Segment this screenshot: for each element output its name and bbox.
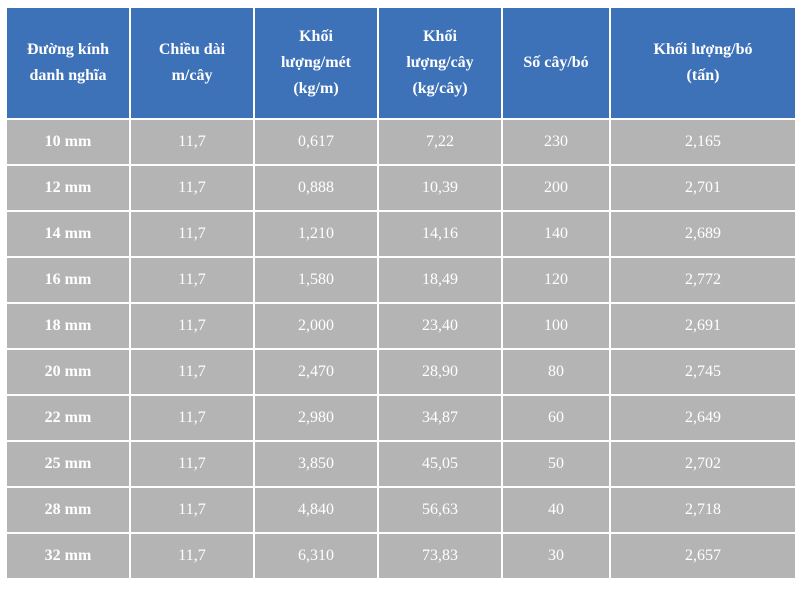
table-row: 14 mm 11,7 1,210 14,16 140 2,689 xyxy=(7,212,795,256)
cell-weight-per-meter: 3,850 xyxy=(255,442,377,486)
cell-weight-per-meter: 6,310 xyxy=(255,534,377,578)
cell-bars-per-bundle: 50 xyxy=(503,442,609,486)
header-weight-per-meter: Khối lượng/mét (kg/m) xyxy=(255,8,377,118)
cell-diameter: 10 mm xyxy=(7,120,129,164)
cell-weight-per-meter: 2,470 xyxy=(255,350,377,394)
header-line: (tấn) xyxy=(686,67,720,84)
cell-weight-per-bar: 73,83 xyxy=(379,534,501,578)
cell-weight-per-meter: 0,617 xyxy=(255,120,377,164)
cell-diameter: 16 mm xyxy=(7,258,129,302)
cell-weight-per-bar: 34,87 xyxy=(379,396,501,440)
cell-length: 11,7 xyxy=(131,488,253,532)
cell-diameter: 14 mm xyxy=(7,212,129,256)
header-line: (kg/m) xyxy=(293,80,339,97)
cell-weight-per-meter: 4,840 xyxy=(255,488,377,532)
cell-bars-per-bundle: 140 xyxy=(503,212,609,256)
cell-bars-per-bundle: 200 xyxy=(503,166,609,210)
table-row: 18 mm 11,7 2,000 23,40 100 2,691 xyxy=(7,304,795,348)
cell-weight-per-bar: 56,63 xyxy=(379,488,501,532)
header-line: Khối xyxy=(299,28,333,45)
cell-length: 11,7 xyxy=(131,396,253,440)
cell-weight-per-bar: 28,90 xyxy=(379,350,501,394)
cell-weight-per-meter: 1,580 xyxy=(255,258,377,302)
cell-weight-per-bar: 10,39 xyxy=(379,166,501,210)
cell-diameter: 22 mm xyxy=(7,396,129,440)
cell-weight-per-bar: 23,40 xyxy=(379,304,501,348)
table-row: 32 mm 11,7 6,310 73,83 30 2,657 xyxy=(7,534,795,578)
header-length: Chiều dài m/cây xyxy=(131,8,253,118)
table-body: 10 mm 11,7 0,617 7,22 230 2,165 12 mm 11,7 0,888… xyxy=(7,120,795,578)
cell-length: 11,7 xyxy=(131,442,253,486)
header-line: lượng/mét xyxy=(280,54,351,71)
cell-length: 11,7 xyxy=(131,212,253,256)
cell-weight-per-bundle: 2,718 xyxy=(611,488,795,532)
header-line: (kg/cây) xyxy=(412,80,468,97)
cell-bars-per-bundle: 230 xyxy=(503,120,609,164)
header-line: Khối lượng/bó xyxy=(653,41,753,58)
header-line: Chiều dài xyxy=(158,41,226,58)
cell-weight-per-meter: 0,888 xyxy=(255,166,377,210)
header-bars-per-bundle: Số cây/bó xyxy=(503,8,609,118)
cell-length: 11,7 xyxy=(131,258,253,302)
table-row: 16 mm 11,7 1,580 18,49 120 2,772 xyxy=(7,258,795,302)
table-row: 20 mm 11,7 2,470 28,90 80 2,745 xyxy=(7,350,795,394)
header-line: Số cây/bó xyxy=(523,54,589,71)
header-line: Đường kính xyxy=(26,41,110,58)
header-weight-per-bundle: Khối lượng/bó (tấn) xyxy=(611,8,795,118)
cell-diameter: 20 mm xyxy=(7,350,129,394)
cell-weight-per-bar: 7,22 xyxy=(379,120,501,164)
cell-weight-per-bundle: 2,689 xyxy=(611,212,795,256)
cell-weight-per-bar: 45,05 xyxy=(379,442,501,486)
table-row: 12 mm 11,7 0,888 10,39 200 2,701 xyxy=(7,166,795,210)
cell-weight-per-bundle: 2,772 xyxy=(611,258,795,302)
cell-weight-per-meter: 2,000 xyxy=(255,304,377,348)
cell-bars-per-bundle: 100 xyxy=(503,304,609,348)
cell-diameter: 18 mm xyxy=(7,304,129,348)
cell-bars-per-bundle: 30 xyxy=(503,534,609,578)
header-line: m/cây xyxy=(171,67,213,84)
steel-weight-table: Đường kính danh nghĩa Chiều dài m/cây Kh… xyxy=(5,6,797,580)
cell-length: 11,7 xyxy=(131,534,253,578)
table-row: 25 mm 11,7 3,850 45,05 50 2,702 xyxy=(7,442,795,486)
cell-weight-per-bundle: 2,701 xyxy=(611,166,795,210)
cell-length: 11,7 xyxy=(131,120,253,164)
header-line: danh nghĩa xyxy=(29,67,107,84)
header-weight-per-bar: Khối lượng/cây (kg/cây) xyxy=(379,8,501,118)
header-row: Đường kính danh nghĩa Chiều dài m/cây Kh… xyxy=(7,8,795,118)
cell-diameter: 12 mm xyxy=(7,166,129,210)
cell-weight-per-bar: 14,16 xyxy=(379,212,501,256)
header-line: Khối xyxy=(423,28,457,45)
cell-bars-per-bundle: 40 xyxy=(503,488,609,532)
cell-length: 11,7 xyxy=(131,304,253,348)
cell-weight-per-bundle: 2,165 xyxy=(611,120,795,164)
cell-weight-per-bundle: 2,691 xyxy=(611,304,795,348)
cell-diameter: 25 mm xyxy=(7,442,129,486)
table-row: 22 mm 11,7 2,980 34,87 60 2,649 xyxy=(7,396,795,440)
cell-weight-per-meter: 1,210 xyxy=(255,212,377,256)
cell-weight-per-bar: 18,49 xyxy=(379,258,501,302)
cell-length: 11,7 xyxy=(131,166,253,210)
cell-weight-per-bundle: 2,649 xyxy=(611,396,795,440)
cell-weight-per-bundle: 2,702 xyxy=(611,442,795,486)
cell-diameter: 32 mm xyxy=(7,534,129,578)
cell-bars-per-bundle: 80 xyxy=(503,350,609,394)
cell-weight-per-bundle: 2,657 xyxy=(611,534,795,578)
cell-bars-per-bundle: 120 xyxy=(503,258,609,302)
cell-length: 11,7 xyxy=(131,350,253,394)
cell-weight-per-bundle: 2,745 xyxy=(611,350,795,394)
table-row: 28 mm 11,7 4,840 56,63 40 2,718 xyxy=(7,488,795,532)
header-line: lượng/cây xyxy=(406,54,474,71)
cell-weight-per-meter: 2,980 xyxy=(255,396,377,440)
cell-bars-per-bundle: 60 xyxy=(503,396,609,440)
table-row: 10 mm 11,7 0,617 7,22 230 2,165 xyxy=(7,120,795,164)
cell-diameter: 28 mm xyxy=(7,488,129,532)
header-nominal-diameter: Đường kính danh nghĩa xyxy=(7,8,129,118)
